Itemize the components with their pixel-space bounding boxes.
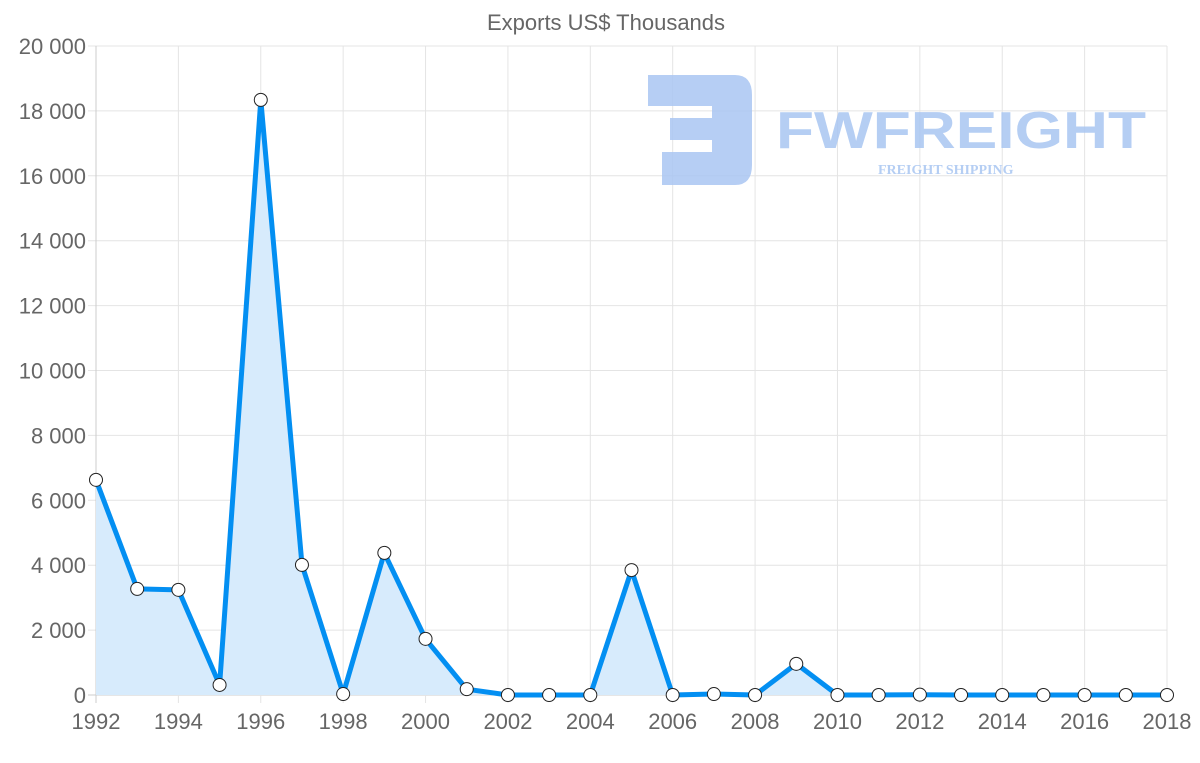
data-points — [89, 92, 1174, 702]
data-point — [171, 582, 186, 597]
y-tick-label: 4 000 — [31, 553, 86, 578]
data-point — [665, 688, 680, 702]
data-point — [294, 557, 309, 572]
data-point — [418, 631, 433, 646]
data-point — [871, 688, 886, 702]
data-point — [995, 688, 1010, 702]
y-tick-label: 6 000 — [31, 488, 86, 513]
y-tick-label: 18 000 — [19, 99, 86, 124]
x-tick-label: 2008 — [731, 709, 780, 734]
logo-mark-icon — [648, 75, 752, 185]
data-point — [583, 688, 598, 702]
y-tick-label: 10 000 — [19, 359, 86, 384]
watermark-logo: FWFREIGHT FREIGHT SHIPPING — [648, 75, 1146, 185]
x-tick-label: 1992 — [72, 709, 121, 734]
data-point — [377, 545, 392, 560]
x-tick-label: 1996 — [236, 709, 285, 734]
data-point — [542, 688, 557, 702]
x-tick-label: 1994 — [154, 709, 203, 734]
chart-title: Exports US$ Thousands — [487, 10, 725, 35]
data-point — [830, 688, 845, 702]
y-tick-label: 12 000 — [19, 294, 86, 319]
data-point — [500, 688, 515, 702]
x-tick-label: 2016 — [1060, 709, 1109, 734]
data-point — [336, 687, 351, 702]
data-point — [130, 581, 145, 596]
x-tick-label: 2014 — [978, 709, 1027, 734]
y-tick-label: 16 000 — [19, 164, 86, 189]
data-point — [253, 92, 268, 107]
data-point — [1077, 688, 1092, 702]
x-tick-label: 2012 — [895, 709, 944, 734]
logo-name: FWFREIGHT — [776, 102, 1146, 160]
y-tick-label: 20 000 — [19, 34, 86, 59]
x-tick-label: 2002 — [483, 709, 532, 734]
data-point — [212, 677, 227, 692]
data-point — [912, 687, 927, 702]
data-point — [624, 563, 639, 578]
y-tick-label: 0 — [74, 683, 86, 708]
y-axis: 0 2 000 4 000 6 000 8 000 10 000 12 000 14 000 1… — [19, 34, 86, 708]
data-point — [1160, 688, 1174, 702]
data-point — [89, 472, 103, 487]
data-point — [954, 688, 969, 702]
y-tick-label: 8 000 — [31, 423, 86, 448]
data-point — [1118, 688, 1133, 702]
x-tick-label: 2000 — [401, 709, 450, 734]
y-tick-label: 14 000 — [19, 229, 86, 254]
x-tick-label: 2004 — [566, 709, 615, 734]
data-point — [1036, 688, 1051, 702]
x-tick-label: 1998 — [319, 709, 368, 734]
data-point — [459, 682, 474, 697]
data-point — [748, 688, 763, 702]
x-axis: 1992 1994 1996 1998 2000 2002 2004 2006 2008 2010… — [72, 709, 1192, 734]
x-tick-label: 2010 — [813, 709, 862, 734]
x-tick-label: 2018 — [1143, 709, 1192, 734]
logo-tagline: FREIGHT SHIPPING — [878, 163, 1014, 178]
data-point — [789, 656, 804, 671]
data-point — [706, 687, 721, 702]
y-tick-label: 2 000 — [31, 618, 86, 643]
x-tick-label: 2006 — [648, 709, 697, 734]
